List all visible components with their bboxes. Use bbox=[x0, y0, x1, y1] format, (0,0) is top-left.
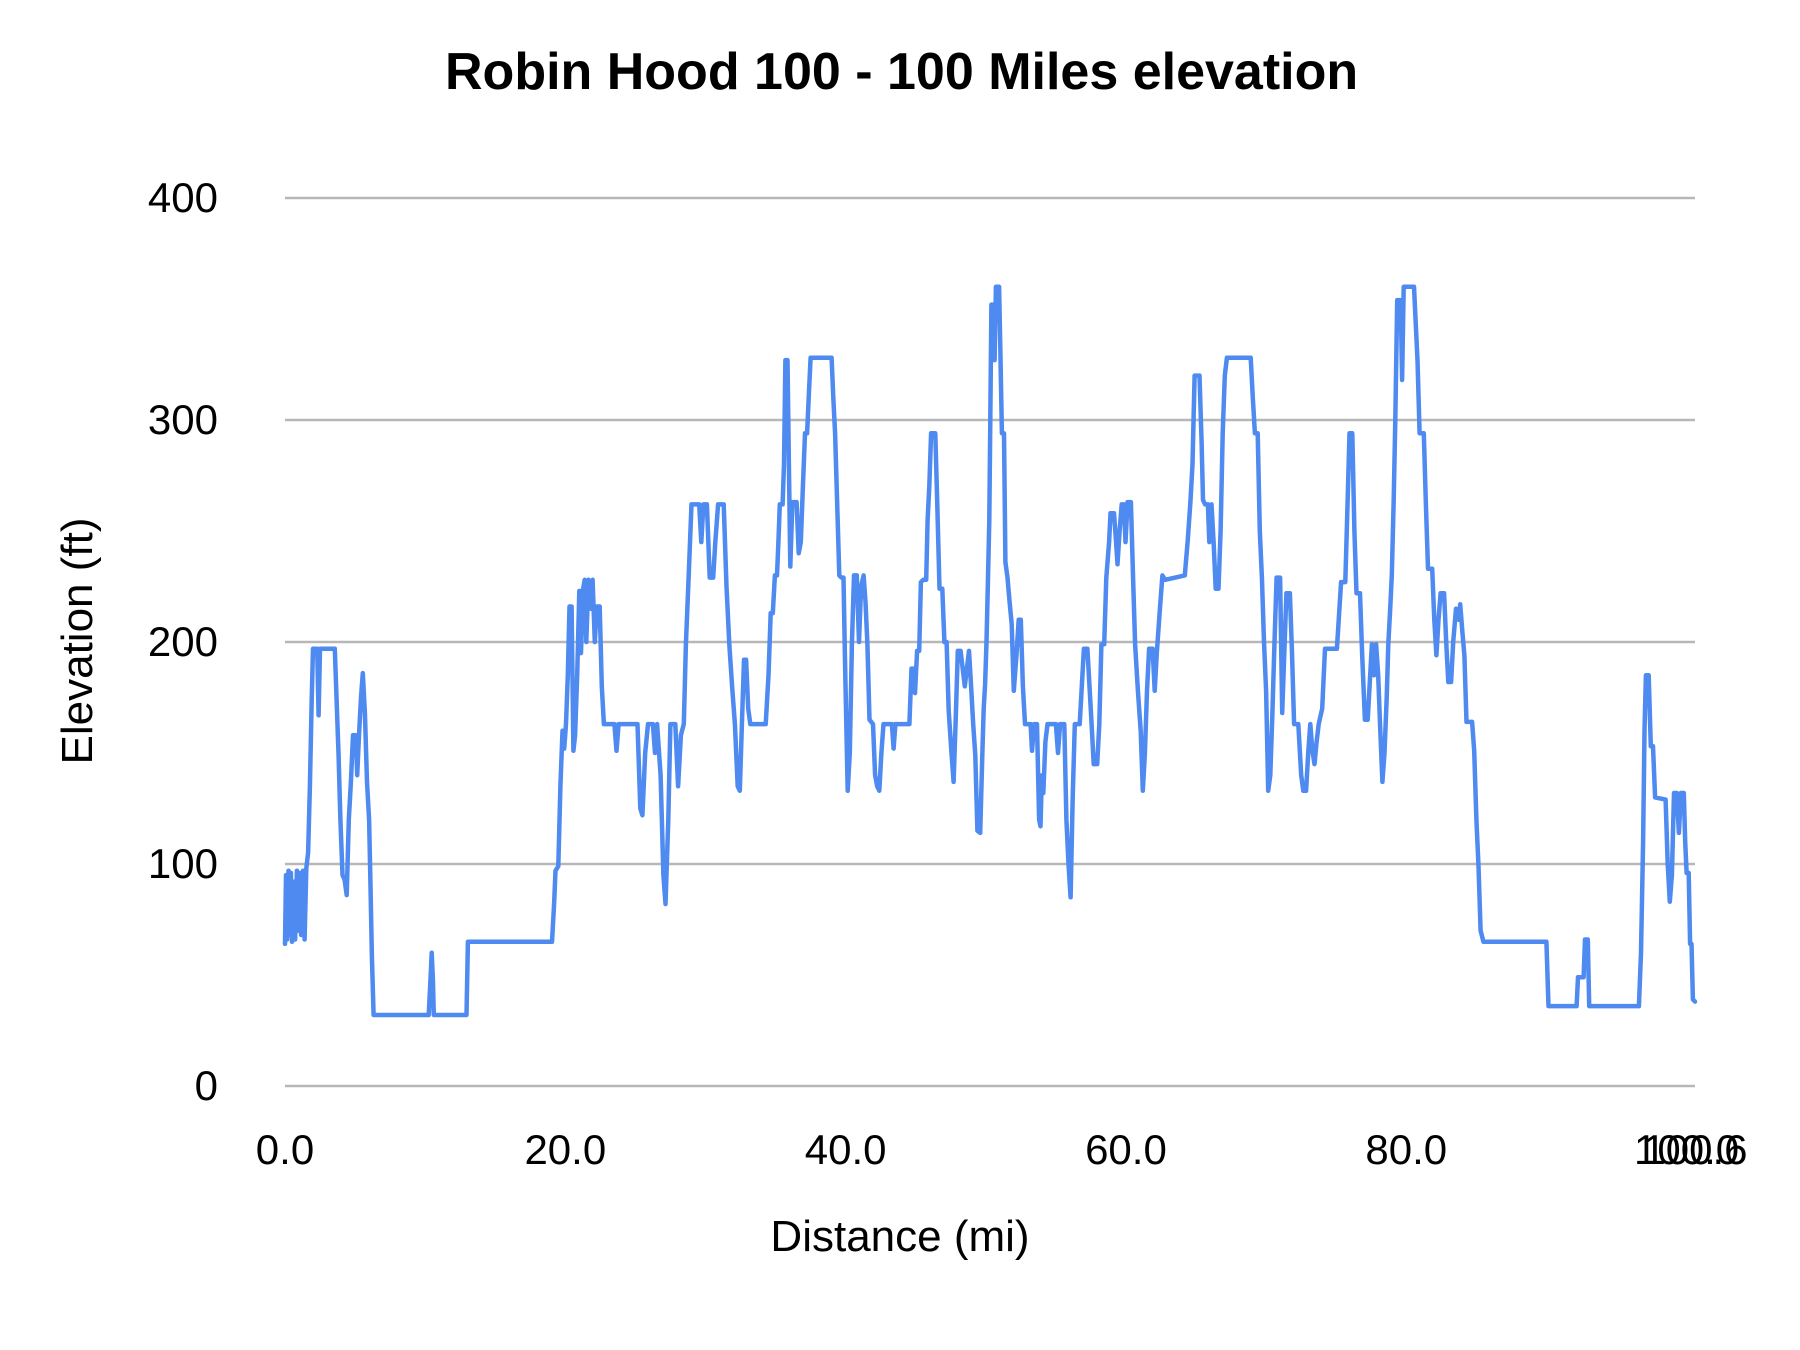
x-tick-label: 80.0 bbox=[1365, 1126, 1448, 1173]
y-tick-label: 200 bbox=[147, 618, 218, 665]
y-tick-label: 400 bbox=[147, 174, 218, 221]
x-tick-label: 20.0 bbox=[524, 1126, 607, 1173]
y-tick-label: 0 bbox=[194, 1062, 218, 1109]
y-tick-label: 100 bbox=[147, 840, 218, 887]
x-axis-title: Distance (mi) bbox=[770, 1212, 1030, 1261]
y-tick-label: 300 bbox=[147, 396, 218, 443]
x-tick-label: 40.0 bbox=[804, 1126, 887, 1173]
x-tick-label: 60.0 bbox=[1085, 1126, 1167, 1173]
x-tick-label: 100.6 bbox=[1642, 1126, 1748, 1173]
x-tick-label: 0.0 bbox=[255, 1126, 315, 1173]
elevation-line bbox=[282, 284, 1698, 1018]
chart-title: Robin Hood 100 - 100 Miles elevation bbox=[445, 43, 1359, 101]
x-tick-label: 100.0 bbox=[1634, 1126, 1740, 1173]
